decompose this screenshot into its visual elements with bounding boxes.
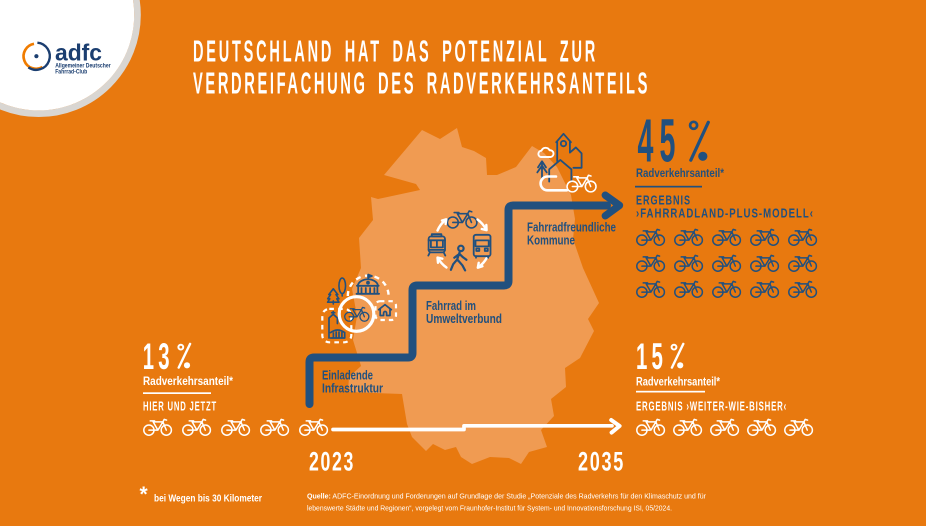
svg-text:bei Wegen bis 30 Kilometer: bei Wegen bis 30 Kilometer [154, 494, 262, 505]
svg-text:ERGEBNIS ›WEITER-WIE-BISHER‹: ERGEBNIS ›WEITER-WIE-BISHER‹ [636, 400, 787, 414]
svg-text:*: * [140, 483, 149, 506]
svg-text:HIER UND JETZT: HIER UND JETZT [143, 400, 217, 414]
svg-text:VERDREIFACHUNG DES RADVERKEHRS: VERDREIFACHUNG DES RADVERKEHRSANTEILS [193, 66, 650, 101]
svg-text:45: 45 [638, 107, 682, 175]
svg-text:Fahrradfreundliche: Fahrradfreundliche [527, 221, 616, 235]
svg-text:DEUTSCHLAND HAT DAS POTENZIAL: DEUTSCHLAND HAT DAS POTENZIAL ZUR [193, 34, 598, 69]
svg-text:Umweltverbund: Umweltverbund [426, 312, 502, 326]
svg-text:lebenswerte Städte und Regione: lebenswerte Städte und Regionen“, vorgel… [307, 504, 672, 513]
svg-text:2023: 2023 [309, 446, 355, 476]
svg-text:2035: 2035 [578, 446, 625, 476]
svg-text:›FAHRRADLAND-PLUS-MODELL‹: ›FAHRRADLAND-PLUS-MODELL‹ [636, 207, 814, 221]
svg-text:Radverkehrsanteil*: Radverkehrsanteil* [636, 377, 720, 389]
svg-text:13: 13 [143, 336, 174, 377]
svg-text:Quelle: ADFC-Einordnung und Fo: Quelle: ADFC-Einordnung und Forderungen … [307, 492, 707, 501]
svg-text:Kommune: Kommune [527, 234, 575, 248]
svg-text:Fahrrad im: Fahrrad im [426, 299, 476, 313]
svg-text:ERGEBNIS: ERGEBNIS [636, 194, 691, 208]
svg-text:Fahrrad-Club: Fahrrad-Club [55, 69, 87, 76]
svg-text:Allgemeiner Deutscher: Allgemeiner Deutscher [55, 62, 111, 69]
svg-text:Infrastruktur: Infrastruktur [322, 382, 383, 396]
svg-text:Radverkehrsanteil*: Radverkehrsanteil* [636, 168, 724, 180]
svg-text:Radverkehrsanteil*: Radverkehrsanteil* [143, 376, 233, 388]
svg-text:15: 15 [636, 336, 667, 377]
svg-text:Einladende: Einladende [322, 369, 373, 383]
svg-text:adfc: adfc [55, 40, 102, 66]
